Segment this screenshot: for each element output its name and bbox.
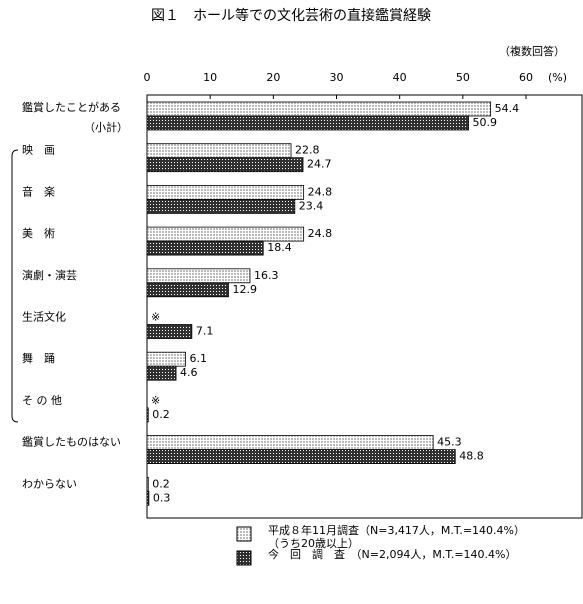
bar: [146, 407, 149, 423]
value-label: 54.4: [495, 102, 520, 115]
bar: [146, 143, 292, 159]
value-label: 12.9: [232, 283, 256, 296]
bar: [146, 157, 304, 173]
value-label: 50.9: [473, 116, 498, 129]
bar: [146, 101, 492, 117]
bar: [146, 282, 229, 298]
x-unit: (%): [548, 71, 567, 84]
value-label: 0.2: [152, 408, 170, 421]
bar: [146, 240, 264, 256]
value-label: 24.8: [308, 227, 333, 240]
bar: [146, 449, 456, 465]
value-label: 23.4: [299, 199, 324, 212]
legend-label: 平成８年11月調査（N=3,417人，M.T.=140.4%）: [268, 523, 525, 537]
y-tick-label: 鑑賞したことがある: [22, 100, 121, 114]
bar: [146, 476, 149, 492]
plot-frame: [146, 94, 583, 519]
y-tick-label: 演劇・演芸: [22, 268, 77, 282]
note: （複数回答）: [499, 44, 565, 58]
chart-title: 図１ ホール等での文化芸術の直接鑑賞経験: [151, 7, 431, 24]
y-tick-label: 美 術: [22, 227, 55, 240]
value-label: 0.3: [153, 491, 171, 504]
x-tick-label: 10: [203, 71, 217, 84]
x-tick-label: 0: [144, 71, 151, 84]
legend-swatch: [236, 526, 252, 542]
y-tick-label: 鑑賞したものはない: [22, 435, 121, 449]
value-label: ※: [151, 394, 160, 407]
x-tick-label: 20: [266, 71, 280, 84]
y-tick-label: 生活文化: [22, 310, 66, 324]
value-label: ※: [151, 311, 160, 324]
value-label: 24.8: [308, 185, 333, 198]
legend-label: 今 回 調 査 （N=2,094人，M.T.=140.4%）: [268, 547, 517, 561]
bar: [146, 184, 305, 200]
y-tick-label: そ の 他: [22, 394, 62, 407]
bar: [146, 198, 296, 214]
subtotal-label: （小計）: [84, 120, 128, 134]
bracket: [11, 149, 19, 423]
y-tick-label: 映 画: [22, 144, 55, 157]
value-label: 7.1: [196, 325, 214, 338]
x-tick-label: 30: [330, 71, 344, 84]
value-label: 24.7: [307, 158, 332, 171]
value-label: 48.8: [459, 450, 484, 463]
y-tick-label: わからない: [22, 477, 77, 490]
value-label: 16.3: [254, 269, 279, 282]
bar: [146, 435, 434, 451]
legend-note: （うち20歳以上）: [268, 537, 359, 550]
x-tick-label: 60: [519, 71, 533, 84]
value-label: 22.8: [295, 144, 320, 157]
bar: [146, 226, 305, 242]
value-label: 6.1: [190, 352, 208, 365]
value-label: 0.2: [152, 477, 170, 490]
bar: [146, 324, 193, 339]
value-label: 18.4: [267, 241, 292, 254]
legend-swatch: [236, 550, 252, 566]
bar: [146, 115, 469, 131]
value-label: 45.3: [437, 436, 462, 449]
bar: [146, 351, 186, 367]
bar: [146, 490, 150, 506]
y-tick-label: 舞 踊: [22, 352, 55, 365]
x-tick-label: 50: [456, 71, 470, 84]
bar: [146, 365, 177, 381]
bar: [146, 268, 251, 284]
x-tick-label: 40: [393, 71, 407, 84]
value-label: 4.6: [180, 366, 198, 379]
y-tick-label: 音 楽: [22, 184, 55, 198]
